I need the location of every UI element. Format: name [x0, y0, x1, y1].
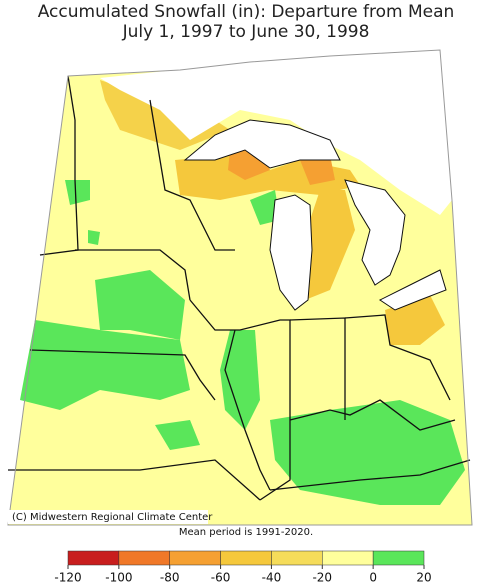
state-line: [8, 459, 261, 501]
state-line: [149, 99, 235, 251]
state-line: [75, 249, 191, 301]
legend-swatch: [271, 550, 323, 566]
state-line: [289, 399, 456, 431]
legend-tick-label: -120: [54, 571, 81, 585]
above-mean-area: [95, 270, 185, 340]
legend-tick-label: -40: [262, 571, 282, 585]
legend-swatch: [67, 550, 120, 566]
map: (C) Midwestern Regional Climate Center: [7, 49, 473, 526]
below-mean-area: [300, 190, 355, 300]
legend-tick-label: 20: [416, 571, 431, 585]
credit: (C) Midwestern Regional Climate Center: [12, 512, 213, 523]
above-mean-area: [250, 190, 280, 225]
legend: -120 -100 -80 -60 -40 -20 0 20: [54, 550, 432, 585]
legend-swatch: [169, 550, 221, 566]
map-frame: [7, 49, 473, 526]
below-mean-area: [300, 155, 335, 185]
above-mean-area: [88, 230, 100, 245]
note: Mean period is 1991-2020.: [179, 527, 313, 538]
title-line: July 1, 1997 to June 30, 1998: [122, 22, 370, 42]
legend-swatch: [118, 550, 170, 566]
lake-michigan: [269, 194, 313, 311]
title-line: Accumulated Snowfall (in): Departure fro…: [38, 2, 455, 22]
state-line: [39, 75, 79, 256]
above-mean-area: [65, 180, 90, 205]
legend-tick-label: -80: [160, 571, 180, 585]
legend-tick-label: -60: [211, 571, 231, 585]
credit-box: [8, 510, 208, 524]
above-mean-area: [270, 400, 465, 505]
legend-swatch: [220, 550, 272, 566]
lake-erie: [379, 269, 447, 311]
canada: [100, 50, 452, 215]
legend-tick-label: 0: [369, 571, 377, 585]
legend-swatch: [322, 550, 374, 566]
legend-swatch: [372, 550, 425, 566]
state-line: [189, 299, 291, 501]
above-mean-area: [155, 420, 200, 450]
above-mean-area: [20, 320, 190, 410]
legend-tick-label: -20: [312, 571, 332, 585]
above-mean-area: [220, 330, 260, 430]
lake-huron: [344, 179, 406, 286]
legend-tick-label: -100: [105, 571, 132, 585]
state-line: [224, 329, 271, 491]
lake-superior: [183, 119, 341, 169]
map-background: [8, 50, 472, 525]
state-line: [269, 459, 471, 491]
state-line: [29, 349, 216, 401]
state-line: [344, 314, 451, 401]
